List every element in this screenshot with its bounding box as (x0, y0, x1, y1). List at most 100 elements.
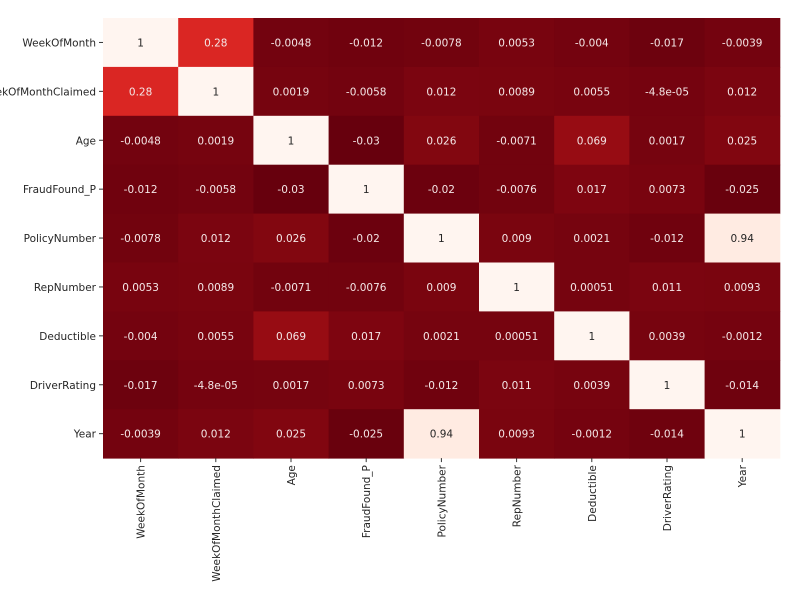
cell-annotation: 0.0055 (197, 331, 234, 343)
cell-annotation: -0.025 (349, 429, 383, 441)
heatmap-cell (178, 311, 254, 361)
heatmap-cell (629, 164, 706, 215)
heatmap-cell (629, 18, 706, 68)
x-tick-label: FraudFound_P (361, 465, 373, 538)
heatmap-cell (253, 164, 330, 215)
cell-annotation: 0.011 (652, 282, 682, 294)
heatmap-cell (554, 164, 630, 215)
heatmap-cell (328, 262, 405, 312)
x-tick-label: WeekOfMonthClaimed (211, 465, 223, 582)
heatmap-cell (554, 18, 630, 68)
heatmap-cell (629, 311, 706, 361)
cell-annotation: -4.8e-05 (194, 380, 238, 392)
heatmap-cell (253, 409, 330, 459)
x-tick-label: Year (737, 464, 749, 488)
heatmap-cell (178, 360, 254, 410)
cell-annotation: 1 (513, 282, 520, 294)
y-tick-label: FraudFound_P (23, 184, 96, 196)
cell-annotation: 0.0021 (423, 331, 460, 343)
heatmap-cell (178, 409, 254, 459)
heatmap-cell (328, 115, 405, 166)
heatmap-cell (403, 18, 480, 68)
cell-annotation: -0.0048 (271, 37, 312, 49)
heatmap-cell (704, 213, 781, 263)
heatmap-cell (253, 213, 330, 263)
cell-annotation: 0.28 (204, 37, 227, 49)
y-tick-label: Year (73, 429, 97, 441)
heatmap-cell (479, 115, 555, 166)
heatmap-cell (479, 213, 555, 263)
x-tick-label: WeekOfMonth (136, 465, 148, 539)
heatmap-cell (403, 311, 480, 361)
heatmap-cell (479, 164, 555, 215)
heatmap-cell (704, 66, 781, 117)
heatmap-cell (328, 66, 405, 117)
heatmap-cell (479, 66, 555, 117)
cell-annotation: -0.0078 (421, 37, 462, 49)
heatmap-cell (253, 311, 330, 361)
heatmap-cell (103, 311, 179, 361)
cell-annotation: 0.012 (201, 429, 231, 441)
cell-annotation: -0.0048 (120, 135, 161, 147)
cell-annotation: 0.94 (430, 429, 454, 441)
cell-annotation: -0.025 (725, 184, 759, 196)
cell-annotation: -0.012 (424, 380, 458, 392)
x-tick-label: PolicyNumber (436, 464, 448, 537)
cell-annotation: -0.0012 (722, 331, 763, 343)
y-tick-label: PolicyNumber (24, 233, 97, 245)
cell-annotation: 0.012 (201, 233, 231, 245)
cell-annotation: 0.0073 (348, 380, 385, 392)
cell-annotation: -0.03 (353, 135, 380, 147)
cell-annotation: 0.017 (351, 331, 381, 343)
cell-annotation: 0.0019 (197, 135, 234, 147)
cell-annotation: -0.017 (650, 37, 684, 49)
y-tick-label: Deductible (39, 331, 96, 343)
heatmap-cell (103, 360, 179, 410)
cell-annotation: 0.00051 (570, 282, 613, 294)
cell-annotation: -0.014 (650, 429, 684, 441)
cell-annotation: 0.026 (276, 233, 306, 245)
heatmap-cell (253, 115, 330, 166)
heatmap-cell (103, 262, 179, 312)
heatmap-cell (704, 311, 781, 361)
cell-annotation: -0.017 (124, 380, 158, 392)
heatmap-cell (253, 262, 330, 312)
x-tick-label: RepNumber (512, 464, 524, 527)
cell-annotation: -0.0058 (346, 86, 387, 98)
heatmap-cell (479, 409, 555, 459)
heatmap-cell (328, 360, 405, 410)
cell-annotation: 0.0053 (122, 282, 159, 294)
cell-annotation: 1 (137, 37, 144, 49)
cell-annotation: 0.28 (129, 86, 152, 98)
heatmap-cell (328, 311, 405, 361)
cell-annotation: -0.012 (650, 233, 684, 245)
cell-annotation: 0.0093 (724, 282, 761, 294)
cell-annotation: 0.012 (426, 86, 456, 98)
heatmap-cell (328, 409, 405, 459)
cell-annotation: 0.00051 (495, 331, 538, 343)
y-tick-label: RepNumber (34, 282, 97, 294)
cell-annotation: 0.009 (502, 233, 532, 245)
heatmap-cell (403, 213, 480, 263)
heatmap-cell (103, 164, 179, 215)
heatmap-cell (103, 213, 179, 263)
cell-annotation: 0.0093 (498, 429, 535, 441)
heatmap-cell (629, 360, 706, 410)
cell-annotation: 1 (288, 135, 295, 147)
cell-annotation: 0.0089 (498, 86, 535, 98)
heatmap-cell (403, 164, 480, 215)
heatmap-cell (253, 18, 330, 68)
cell-annotation: -0.012 (349, 37, 383, 49)
heatmap-cell (403, 262, 480, 312)
cell-annotation: 0.009 (426, 282, 456, 294)
heatmap-cell (103, 66, 179, 117)
heatmap-cell (704, 262, 781, 312)
cell-annotation: -0.0071 (496, 135, 537, 147)
cell-annotation: -0.02 (353, 233, 380, 245)
heatmap-cell (479, 262, 555, 312)
heatmap-cell (403, 360, 480, 410)
cell-annotation: 0.0053 (498, 37, 535, 49)
heatmap-cell (178, 262, 254, 312)
x-tick-label: DriverRating (662, 465, 674, 531)
